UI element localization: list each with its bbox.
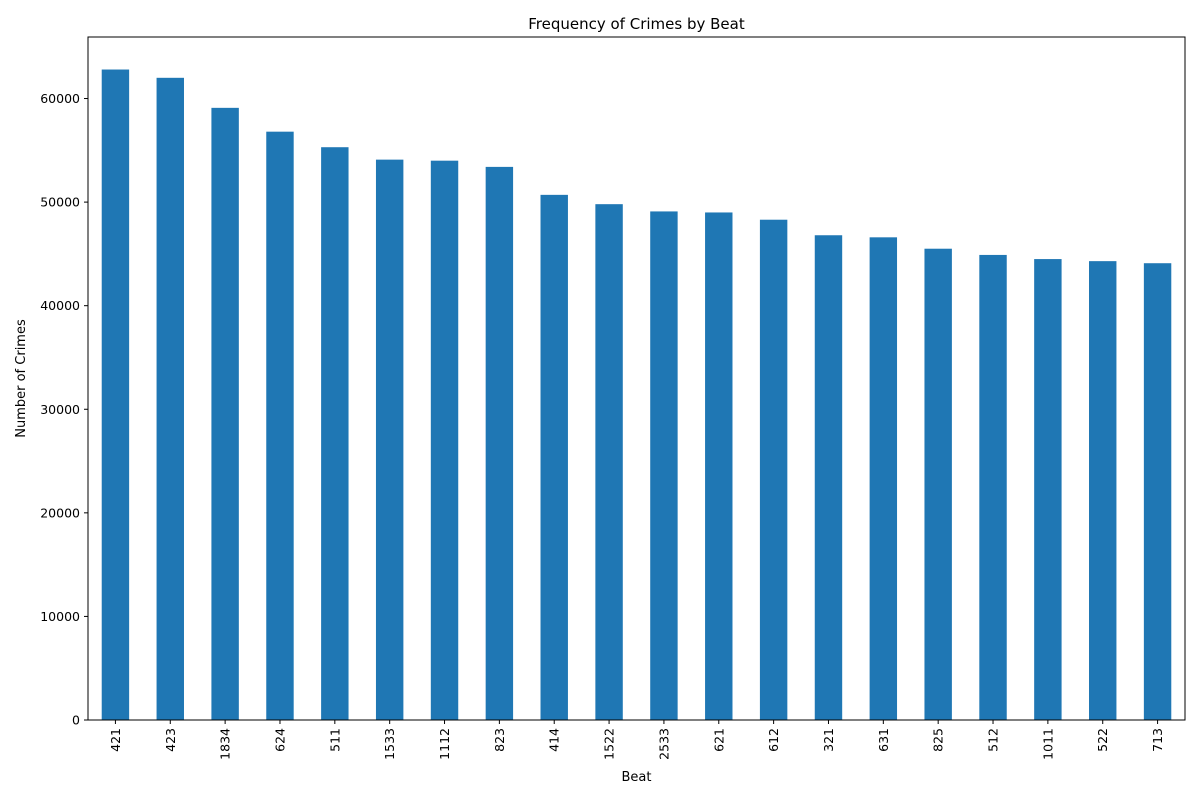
bar	[1089, 261, 1117, 720]
y-tick-label: 20000	[40, 505, 80, 520]
x-tick-label: 612	[766, 728, 781, 752]
x-tick-label: 512	[986, 728, 1001, 752]
chart-title: Frequency of Crimes by Beat	[528, 15, 745, 33]
plot-frame	[87, 36, 1186, 721]
bar	[595, 204, 623, 721]
y-tick-label: 50000	[40, 195, 80, 210]
bar	[540, 194, 568, 720]
bar	[321, 147, 349, 720]
y-tick-label: 10000	[40, 609, 80, 624]
x-tick-label: 421	[108, 728, 123, 752]
bar	[814, 235, 843, 720]
bar	[485, 166, 514, 721]
x-axis: 421 423 1834 624 511 1533 1112 823 414 1522 2533 62…	[108, 720, 1165, 760]
bar	[430, 160, 459, 720]
x-tick-label: 1834	[218, 728, 233, 760]
x-tick-label: 823	[492, 728, 507, 752]
y-axis-label: Number of Crimes	[14, 319, 29, 438]
bar	[1034, 259, 1062, 720]
x-tick-label: 321	[821, 728, 836, 752]
y-tick-label: 40000	[40, 298, 80, 313]
y-tick-label: 30000	[40, 402, 80, 417]
bar	[211, 107, 239, 721]
bar	[705, 212, 733, 721]
y-tick-label: 60000	[40, 91, 80, 106]
bar	[156, 77, 184, 721]
x-tick-label: 414	[547, 728, 562, 752]
x-tick-label: 631	[876, 728, 891, 752]
x-tick-label: 1522	[602, 728, 617, 760]
x-tick-label: 1112	[437, 728, 452, 760]
bar	[759, 219, 788, 720]
x-tick-label: 2533	[656, 728, 671, 760]
x-tick-label: 825	[931, 728, 946, 752]
x-tick-label: 1011	[1040, 728, 1055, 760]
bar	[1143, 263, 1172, 720]
x-tick-label: 713	[1150, 728, 1165, 752]
x-axis-label: Beat	[622, 770, 652, 785]
x-tick-label: 511	[327, 728, 342, 752]
bar	[266, 131, 294, 721]
bars-group	[101, 69, 1172, 721]
bar	[869, 237, 898, 720]
y-tick-label: 0	[72, 713, 80, 728]
x-tick-label: 624	[272, 728, 287, 752]
x-tick-label: 621	[711, 728, 726, 752]
x-tick-label: 1533	[382, 728, 397, 760]
x-tick-label: 522	[1095, 728, 1110, 752]
x-tick-label: 423	[163, 728, 178, 752]
y-axis: 0 10000 20000 30000 40000 50000 60000	[40, 91, 88, 728]
bar	[101, 69, 130, 721]
bar	[650, 211, 678, 720]
bar	[924, 248, 952, 720]
bar	[979, 254, 1007, 720]
bar	[375, 159, 404, 720]
